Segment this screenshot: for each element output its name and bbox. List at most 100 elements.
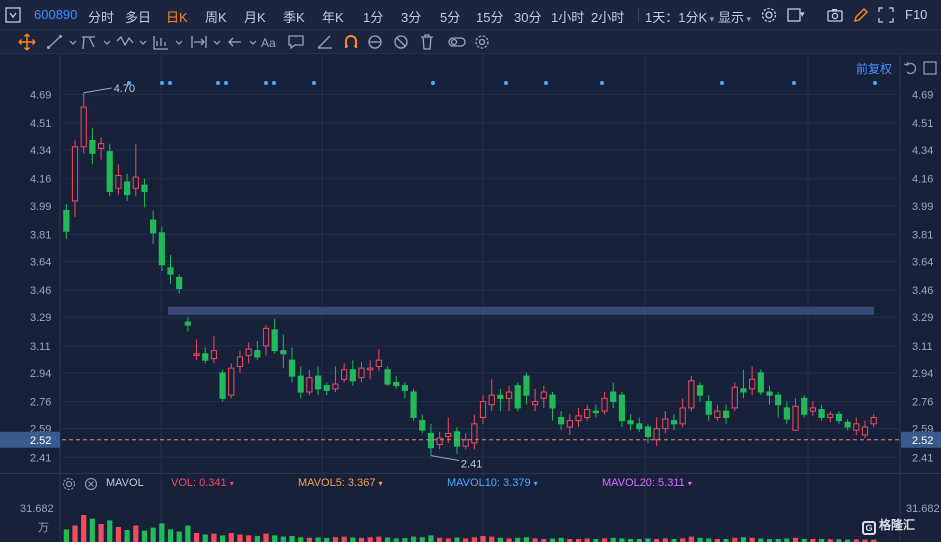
toggle-icon[interactable] (448, 33, 466, 51)
wave-tool-icon[interactable] (116, 33, 134, 51)
volume-bar (124, 530, 130, 542)
settings-icon[interactable] (760, 6, 778, 24)
y-tick-right: 4.51 (912, 118, 933, 130)
volume-bar (341, 536, 347, 542)
period-tab[interactable]: 季K (283, 10, 305, 25)
candle-down (801, 397, 808, 415)
camera-icon[interactable] (826, 6, 844, 24)
chevron-down-icon[interactable]: ▾ (800, 9, 805, 19)
candle-down (636, 423, 643, 430)
candle-down (401, 385, 408, 391)
volume-bar (601, 538, 608, 542)
period-tab[interactable]: 1分 (363, 10, 384, 25)
candle-down (254, 350, 261, 358)
range-tool-icon[interactable] (190, 33, 208, 51)
period-tab[interactable]: 月K (244, 10, 266, 25)
candle-down (323, 385, 330, 391)
period-tab[interactable]: 1小时 (551, 10, 585, 25)
comment-tool-icon[interactable] (287, 33, 305, 51)
volume-bar (176, 531, 182, 542)
chevron-down-icon[interactable] (170, 33, 183, 51)
candle-up (601, 397, 608, 412)
candle-up (792, 405, 799, 431)
pencil-icon[interactable] (852, 6, 870, 24)
link-icon[interactable] (366, 33, 384, 51)
undo-icon[interactable] (902, 59, 920, 77)
period-tab[interactable]: 30分 (514, 10, 542, 25)
candle-down (670, 420, 678, 425)
period-tab[interactable]: 年K (322, 10, 344, 25)
close-icon[interactable] (82, 475, 100, 493)
candle-down (818, 409, 825, 418)
y-tick-left: 2.41 (30, 452, 51, 464)
move-icon[interactable] (18, 33, 36, 51)
period-tab[interactable]: 2小时 (591, 10, 625, 25)
chevron-down-icon[interactable] (244, 33, 257, 51)
candle-down (453, 431, 461, 447)
period-tab[interactable]: 周K (205, 10, 227, 25)
trash-icon[interactable] (418, 33, 436, 51)
y-tick-left: 3.46 (30, 285, 51, 297)
volume-bar (654, 539, 660, 542)
chart-background (0, 54, 941, 542)
chevron-down-icon[interactable] (134, 33, 147, 51)
kline-chart[interactable]: 4.69 4.69 4.51 4.51 4.34 4.34 4.16 4.16 3.99 3.99… (0, 54, 941, 542)
gear-icon[interactable] (473, 33, 491, 51)
candle-down (514, 385, 521, 409)
ruler-icon[interactable] (316, 33, 334, 51)
channel-tool-icon[interactable] (80, 33, 98, 51)
interval-select[interactable]: 1天：1分K (645, 7, 714, 26)
candle-up (115, 175, 122, 189)
f10-button[interactable]: F10 (905, 7, 928, 22)
candle-up (71, 146, 79, 202)
candle-down (271, 329, 278, 352)
period-tab[interactable]: 多日 (125, 10, 152, 25)
settings-icon[interactable] (60, 475, 78, 493)
candle-down (167, 267, 174, 275)
candle-down (384, 369, 391, 385)
checkbox-icon[interactable] (786, 6, 804, 24)
chevron-down-icon: ▾ (229, 479, 234, 488)
volume-bar (471, 537, 477, 542)
volume-bar (289, 536, 295, 542)
candle-up (375, 359, 382, 368)
text-tool-icon[interactable]: Aa (261, 33, 279, 51)
volume-indicator-name[interactable]: MAVOL (106, 477, 144, 489)
y-tick-left: 3.11 (30, 341, 51, 353)
fullscreen-icon[interactable] (877, 6, 895, 24)
chevron-down-icon[interactable] (64, 33, 77, 51)
chevron-down-icon[interactable] (98, 33, 111, 51)
period-tab[interactable]: 3分 (401, 10, 422, 25)
dropdown-icon[interactable] (4, 6, 22, 24)
candle-up (210, 350, 218, 360)
volume-bar (402, 538, 408, 542)
volume-bar (610, 537, 616, 542)
reset-icon[interactable] (921, 59, 939, 77)
magnet-icon[interactable] (342, 33, 360, 51)
arrow-tool-icon[interactable] (226, 33, 244, 51)
fibonacci-tool-icon[interactable] (152, 33, 170, 51)
volume-bar (749, 537, 755, 542)
period-tab[interactable]: 15分 (476, 10, 504, 25)
mavol10-value: MAVOL10: 3.379 ▾ (447, 477, 538, 489)
period-tab[interactable]: 分时 (88, 10, 115, 25)
volume-bar (393, 538, 399, 542)
stock-symbol[interactable]: 600890 (34, 7, 78, 22)
volume-scale-right: 31.682 (906, 503, 940, 515)
volume-bar (723, 539, 729, 542)
chevron-down-icon[interactable] (208, 33, 221, 51)
y-tick-right: 2.76 (912, 397, 933, 409)
restore-rights-label[interactable]: 前复权 (856, 62, 893, 76)
high-label: 4.70 (114, 83, 135, 95)
display-menu[interactable]: 显示 (718, 7, 751, 26)
line-tool-icon[interactable] (46, 33, 64, 51)
candle-up (853, 423, 860, 431)
period-tab[interactable]: 5分 (440, 10, 461, 25)
svg-text:Aa: Aa (261, 36, 276, 50)
y-tick-right: 3.29 (912, 312, 933, 324)
hide-drawings-icon[interactable] (392, 33, 410, 51)
period-tab-active[interactable]: 日K (166, 10, 188, 25)
low-pointer (430, 455, 460, 461)
volume-bar (280, 536, 286, 542)
volume-bar (376, 536, 382, 542)
